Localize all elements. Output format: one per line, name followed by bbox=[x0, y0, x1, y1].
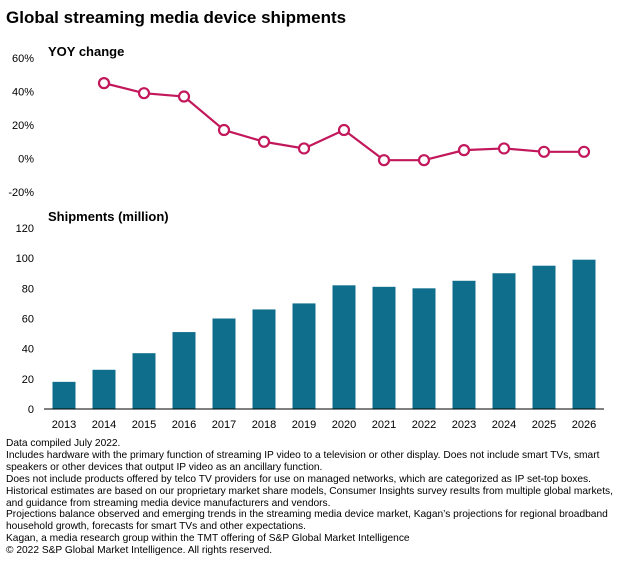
shipment-bar bbox=[252, 309, 276, 409]
yoy-point bbox=[417, 154, 431, 167]
shipment-bar bbox=[452, 280, 476, 409]
x-tick-label: 2022 bbox=[412, 419, 436, 431]
shipment-bar bbox=[412, 288, 436, 409]
footnote: Projections balance observed and emergin… bbox=[6, 509, 608, 533]
shipment-bar bbox=[172, 332, 196, 409]
shipment-bar bbox=[332, 285, 356, 409]
bar-chart-x-axis: 2013 2014 2015 2016 2017 2018 2019 2020 2021 2022… bbox=[44, 408, 604, 431]
shipment-bar bbox=[372, 286, 396, 409]
x-tick-label: 2013 bbox=[52, 419, 76, 431]
y-tick-label: 0 bbox=[28, 404, 34, 416]
yoy-point bbox=[337, 123, 351, 137]
page-title: Global streaming media device shipments bbox=[6, 8, 347, 27]
y-tick-label: 0% bbox=[18, 154, 34, 166]
yoy-point bbox=[97, 77, 111, 90]
yoy-point bbox=[537, 145, 551, 158]
y-tick-label: 20 bbox=[22, 374, 34, 386]
bar-chart-series bbox=[52, 259, 596, 409]
x-tick-label: 2018 bbox=[252, 419, 276, 431]
x-tick-label: 2019 bbox=[292, 419, 316, 431]
footnote: Kagan, a media research group within the… bbox=[6, 533, 410, 545]
footnote: Historical estimates are based on our pr… bbox=[6, 485, 613, 509]
footnote: Includes hardware with the primary funct… bbox=[6, 449, 600, 473]
yoy-point bbox=[297, 142, 311, 155]
y-tick-label: 40% bbox=[12, 87, 34, 99]
x-tick-label: 2015 bbox=[132, 419, 156, 431]
footnote: Does not include products offered by tel… bbox=[6, 473, 591, 485]
line-chart-title: YOY change bbox=[48, 44, 124, 59]
yoy-point bbox=[177, 90, 191, 103]
x-tick-label: 2020 bbox=[332, 419, 356, 431]
y-tick-label: 60% bbox=[12, 53, 34, 65]
shipment-bar bbox=[532, 265, 556, 409]
y-tick-label: 80 bbox=[22, 283, 34, 295]
x-tick-label: 2014 bbox=[92, 419, 116, 431]
yoy-point bbox=[377, 154, 391, 167]
y-tick-label: 40 bbox=[22, 344, 34, 356]
yoy-point bbox=[217, 123, 231, 137]
yoy-point bbox=[577, 145, 591, 158]
shipment-bar bbox=[572, 259, 596, 409]
x-tick-label: 2023 bbox=[452, 419, 476, 431]
x-tick-label: 2026 bbox=[572, 419, 596, 431]
y-tick-label: -20% bbox=[8, 187, 34, 199]
shipment-bar bbox=[212, 318, 236, 409]
shipment-bar bbox=[292, 303, 316, 409]
yoy-point bbox=[257, 135, 271, 148]
yoy-point bbox=[137, 87, 151, 100]
x-tick-label: 2016 bbox=[172, 419, 196, 431]
x-tick-label: 2024 bbox=[492, 419, 516, 431]
yoy-line bbox=[103, 82, 584, 162]
chart-canvas: YOY change 60% 40% 20% 0% -20% Shipments (mi… bbox=[8, 44, 604, 431]
x-tick-label: 2025 bbox=[532, 419, 556, 431]
y-tick-label: 100 bbox=[16, 253, 34, 265]
shipment-bar bbox=[492, 273, 516, 409]
shipment-bar bbox=[132, 353, 156, 409]
yoy-point bbox=[457, 144, 471, 157]
shipment-bar bbox=[92, 369, 116, 409]
line-chart-y-axis: 60% 40% 20% 0% -20% bbox=[8, 53, 34, 199]
y-tick-label: 20% bbox=[12, 120, 34, 132]
x-tick-label: 2021 bbox=[372, 419, 396, 431]
shipment-bar bbox=[52, 381, 76, 409]
footnote: © 2022 S&P Global Market Intelligence. A… bbox=[6, 545, 273, 557]
bar-chart-y-axis: 0 20 40 60 80 100 120 bbox=[16, 223, 34, 416]
bar-chart-title: Shipments (million) bbox=[48, 209, 169, 224]
line-chart-series bbox=[97, 77, 591, 167]
yoy-point bbox=[497, 142, 511, 155]
footnotes: Data compiled July 2022. Includes hardwa… bbox=[6, 438, 618, 557]
x-tick-label: 2017 bbox=[212, 419, 236, 431]
y-tick-label: 120 bbox=[16, 223, 34, 235]
y-tick-label: 60 bbox=[22, 314, 34, 326]
footnote: Data compiled July 2022. bbox=[6, 438, 121, 449]
